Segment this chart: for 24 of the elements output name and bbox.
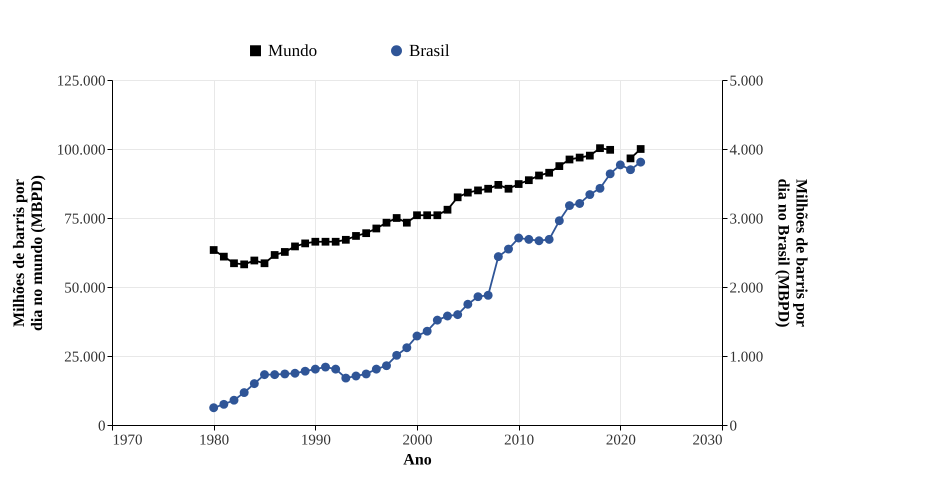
y2-tick-label: 3.000	[730, 212, 764, 228]
x-tick-label: 1970	[112, 432, 142, 448]
y2-tick-label: 4.000	[730, 142, 764, 158]
y-tick-label: 25.000	[64, 350, 106, 366]
legend-label: Mundo	[268, 40, 318, 60]
x-tick-label: 2000	[402, 432, 432, 448]
y-tick-label: 75.000	[64, 212, 106, 228]
y-tick-label: 50.000	[64, 280, 106, 296]
y2-axis-title: Milhões de barris por dia no Brasil (MBPD)	[774, 178, 810, 328]
y2-tick-label: 2.000	[730, 280, 764, 296]
y2-tick-label: 1.000	[730, 350, 764, 366]
legend-label: Brasil	[409, 40, 450, 60]
x-tick-label: 2030	[692, 432, 722, 448]
y-tick-label: 100.000	[56, 142, 106, 158]
y-tick-label: 0	[98, 418, 106, 434]
y-tick-label: 125.000	[56, 74, 106, 90]
x-tick-label: 2010	[504, 432, 534, 448]
y2-tick-label: 5.000	[730, 74, 764, 90]
x-tick-label: 1990	[300, 432, 331, 448]
y-axis-title: Milhões de barris por dia no mundo (MBPD)	[10, 174, 46, 332]
x-axis-title: Ano	[403, 452, 432, 468]
x-tick-label: 2020	[606, 432, 636, 448]
x-tick-label: 1980	[199, 432, 230, 448]
y2-tick-label: 0	[730, 418, 737, 434]
